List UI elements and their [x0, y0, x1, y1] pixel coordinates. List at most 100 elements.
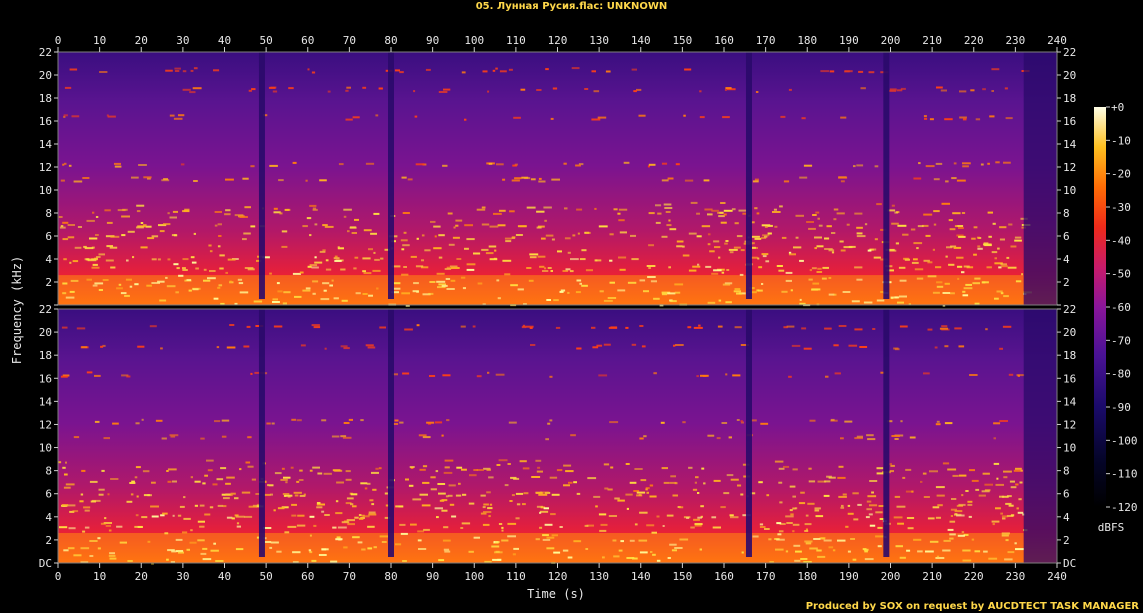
note-streak [298, 479, 304, 481]
channel-2-spectrum [58, 309, 1057, 563]
note-streak [539, 491, 549, 494]
note-streak [641, 345, 646, 348]
note-streak [368, 248, 373, 251]
note-streak [464, 247, 469, 250]
note-streak [312, 280, 319, 283]
note-streak [776, 538, 785, 541]
x-tick-label: 180 [797, 34, 817, 47]
note-streak [483, 511, 492, 513]
note-streak [204, 474, 208, 477]
note-streak [161, 437, 167, 440]
note-streak [450, 267, 460, 269]
note-streak [464, 118, 467, 121]
note-streak [325, 259, 329, 262]
note-streak [805, 542, 812, 545]
note-streak [595, 259, 598, 262]
note-streak [274, 472, 282, 475]
note-streak [365, 162, 375, 165]
note-streak [672, 494, 678, 497]
note-streak [352, 505, 357, 508]
note-streak [625, 326, 629, 329]
note-streak [244, 206, 251, 209]
quiet-gap [388, 52, 394, 299]
note-streak [725, 87, 732, 90]
x-tick-label: 60 [301, 570, 314, 583]
note-streak [269, 546, 273, 549]
note-streak [392, 373, 398, 376]
note-streak [202, 558, 212, 561]
note-streak [913, 242, 923, 245]
note-streak [285, 481, 288, 484]
note-streak [1007, 495, 1012, 498]
note-streak [951, 498, 957, 500]
note-streak [180, 163, 185, 166]
note-streak [209, 506, 214, 509]
note-streak [1016, 507, 1019, 510]
note-streak [891, 435, 900, 437]
note-streak [697, 516, 702, 519]
note-streak [949, 520, 956, 523]
note-streak [952, 212, 961, 215]
note-streak [984, 483, 993, 486]
note-streak [579, 282, 582, 285]
note-streak [340, 345, 348, 348]
note-streak [174, 70, 180, 72]
note-streak [935, 162, 943, 165]
note-streak [1001, 515, 1009, 518]
y-tick-label: 10 [1063, 442, 1076, 455]
note-streak [182, 267, 186, 270]
note-streak [191, 261, 197, 264]
note-streak [945, 255, 948, 258]
note-streak [935, 266, 942, 269]
note-streak [773, 208, 777, 211]
note-streak [169, 216, 177, 219]
y-tick-label: 10 [39, 442, 52, 455]
note-streak [103, 522, 112, 524]
note-streak [405, 304, 410, 307]
note-streak [190, 529, 193, 532]
note-streak [212, 483, 218, 486]
note-streak [948, 263, 955, 266]
note-streak [569, 270, 574, 273]
y-tick-label: DC [1063, 557, 1076, 570]
note-streak [226, 516, 233, 519]
note-streak [219, 267, 224, 270]
note-streak [254, 371, 263, 374]
note-streak [722, 283, 731, 286]
note-streak [127, 230, 135, 233]
note-streak [933, 223, 937, 226]
colorbar-tick-label: -10 [1111, 134, 1131, 147]
note-streak [433, 225, 441, 228]
note-streak [134, 283, 139, 286]
note-streak [67, 224, 75, 226]
note-streak [647, 276, 656, 278]
note-streak [985, 328, 988, 331]
note-streak [273, 509, 276, 512]
note-streak [522, 503, 526, 506]
note-streak [322, 249, 326, 252]
note-streak [159, 230, 165, 233]
note-streak [877, 545, 882, 548]
note-streak [974, 302, 980, 305]
note-streak [700, 374, 709, 377]
note-streak [907, 527, 914, 530]
note-streak [899, 556, 906, 559]
note-streak [104, 209, 111, 212]
note-streak [495, 373, 505, 376]
note-streak [953, 162, 957, 165]
note-streak [838, 325, 847, 327]
note-streak [283, 476, 291, 479]
note-streak [667, 557, 671, 559]
low-frequency-band [58, 275, 1024, 305]
note-streak [231, 517, 235, 520]
note-streak [803, 561, 812, 563]
note-streak [734, 326, 742, 329]
note-streak [544, 219, 547, 222]
x-tick-label: 210 [922, 570, 942, 583]
note-streak [792, 507, 796, 510]
note-streak [368, 511, 376, 514]
note-streak [539, 265, 545, 268]
note-streak [395, 505, 403, 508]
note-streak [536, 470, 543, 473]
note-streak [395, 543, 402, 546]
